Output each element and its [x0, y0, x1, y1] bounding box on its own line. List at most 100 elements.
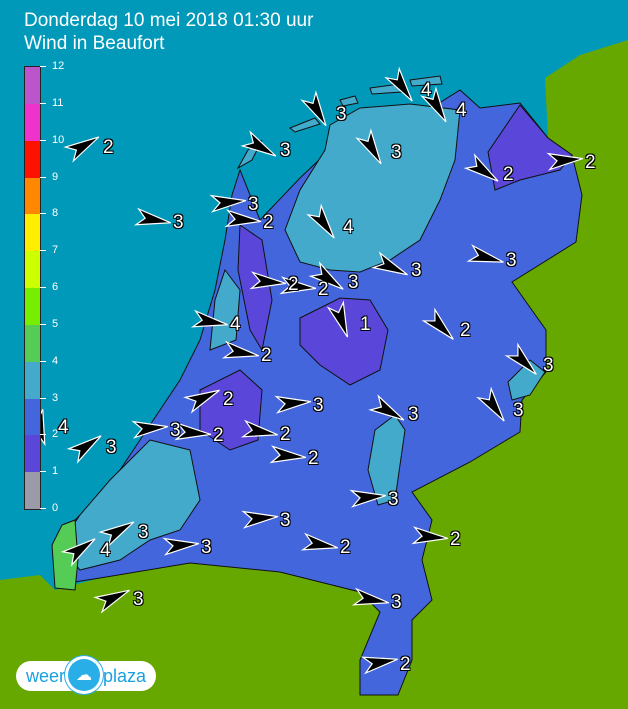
legend-swatch-10 [25, 103, 40, 141]
wind-force-label: 2 [450, 529, 461, 550]
wind-force-label: 3 [391, 592, 402, 613]
wind-force-label: 3 [411, 260, 422, 281]
legend-tick [40, 323, 46, 325]
wind-force-label: 4 [230, 314, 241, 335]
wind-arrow-icon [421, 307, 454, 340]
wind-arrow-icon [60, 538, 96, 567]
wind-force-label: 2 [308, 448, 319, 469]
wind-force-label: 2 [280, 424, 291, 445]
map-title: Donderdag 10 mei 2018 01:30 uur [24, 10, 314, 31]
wind-force-label: 3 [133, 589, 144, 610]
legend-swatch-4 [25, 324, 40, 362]
legend-swatch-6 [25, 251, 40, 289]
legend-tick-label: 5 [52, 317, 59, 330]
legend-swatch-7 [25, 214, 40, 252]
wind-force-label: 2 [223, 389, 234, 410]
wind-force-label: 3 [280, 510, 291, 531]
wind-force-label: 3 [391, 142, 402, 163]
wind-force-label: 3 [138, 522, 149, 543]
legend-tick-label: 7 [52, 244, 59, 257]
legend-tick-label: 11 [52, 96, 64, 109]
wind-arrow-icon [209, 194, 247, 213]
legend-tick [40, 66, 46, 67]
wind-arrow-icon [371, 251, 408, 276]
wind-arrow-icon [466, 244, 504, 263]
wind-force-label: 4 [343, 217, 354, 238]
wind-force-label: 3 [388, 489, 399, 510]
legend-tick-label: 10 [52, 133, 65, 146]
wind-arrow-icon [368, 394, 405, 421]
wind-arrow-icon [420, 86, 447, 123]
wind-arrows [27, 66, 584, 675]
logo-left-text: weer [26, 665, 66, 686]
wind-force-label: 4 [456, 100, 467, 121]
wind-force-label: 2 [261, 345, 272, 366]
wind-arrow-icon [274, 395, 312, 414]
legend-tick [40, 287, 46, 288]
legend-tick [40, 397, 46, 399]
legend-tick [40, 250, 46, 252]
wind-arrow-icon [351, 587, 389, 606]
wind-arrow-icon [249, 271, 287, 290]
wind-arrow-icon [384, 66, 413, 102]
wind-force-label: 4 [100, 540, 111, 561]
wind-arrow-icon [411, 526, 449, 545]
wind-force-label: 3 [313, 395, 324, 416]
legend-tick-label: 4 [52, 354, 59, 367]
logo-right-text: plaza [102, 665, 146, 686]
legend-tick-label: 6 [52, 281, 59, 293]
wind-force-label: 2 [503, 164, 514, 185]
wind-arrow-icon [183, 389, 220, 414]
legend-tick [40, 471, 46, 473]
wind-arrow-icon [355, 128, 382, 165]
wind-force-label: 2 [460, 320, 471, 341]
wind-force-label: 3 [248, 194, 259, 215]
wind-arrow-icon [306, 203, 335, 239]
legend-tick-label: 1 [52, 465, 59, 478]
legend-swatch-5 [25, 288, 40, 325]
weerplaza-logo[interactable]: weer ☁ plaza [16, 656, 156, 694]
legend-swatch-11 [25, 67, 40, 104]
wind-arrow-icon [326, 300, 349, 338]
wind-arrow-icon [463, 153, 499, 182]
wind-arrow-icon [174, 422, 212, 441]
wind-force-label: 3 [336, 104, 347, 125]
legend-tick [40, 508, 46, 509]
legend-tick [40, 102, 46, 104]
wind-arrow-icon [224, 209, 262, 228]
legend-swatch-2 [25, 398, 40, 436]
legend-tick-label: 8 [52, 207, 59, 220]
land-outside [0, 40, 628, 709]
wind-arrow-icon [93, 589, 130, 614]
wind-arrow-icon [240, 419, 278, 438]
zeeland-green-zone [51, 519, 79, 591]
wind-arrow-icon [131, 420, 169, 439]
wind-force-label: 2 [585, 152, 596, 173]
holland-calm-zone [199, 369, 263, 451]
wind-arrow-icon [98, 521, 135, 548]
wind-force-label: 3 [348, 272, 359, 293]
wind-arrow-icon [221, 340, 259, 359]
legend-tick [40, 434, 46, 436]
flevoland-calm-zone [299, 297, 389, 386]
wind-force-label: 2 [263, 212, 274, 233]
wind-arrow-icon [190, 309, 228, 328]
legend-swatch-9 [25, 140, 40, 178]
wind-force-label: 3 [170, 420, 181, 441]
cloud-sun-icon: ☁ [65, 656, 103, 694]
beaufort-legend [24, 66, 41, 510]
wind-force-label: 2 [340, 537, 351, 558]
wind-force-label: 2 [103, 137, 114, 158]
wind-force-label: 1 [360, 314, 371, 335]
wind-arrow-icon [133, 207, 171, 226]
legend-swatch-0 [25, 472, 40, 509]
wind-arrow-icon [546, 152, 584, 171]
legend-tick-label: 3 [52, 391, 59, 404]
legend-tick-label: 9 [52, 170, 59, 183]
legend-tick [40, 213, 46, 215]
legend-swatch-3 [25, 361, 40, 399]
wind-force-label: 2 [288, 274, 299, 295]
wind-arrow-icon [241, 510, 279, 529]
wind-arrow-icon [240, 130, 277, 157]
legend-tick [40, 176, 46, 178]
